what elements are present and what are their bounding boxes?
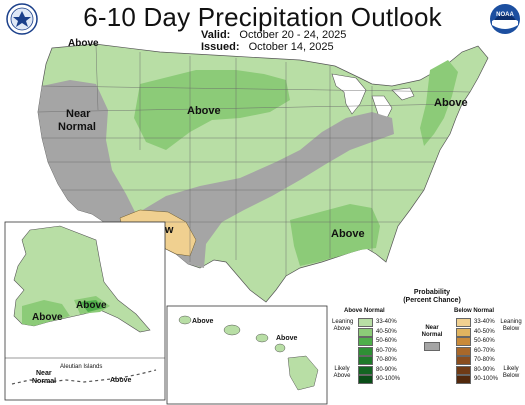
hawaii-inset: Above Above <box>166 305 328 405</box>
above-bin-row: 33-40% <box>358 318 418 327</box>
below-bin-label: 50-60% <box>474 338 495 344</box>
above-bin-row: 70-80% <box>358 356 418 365</box>
label-ak-above-right: Above <box>76 300 107 311</box>
legend-likely-below-2: Below <box>502 373 520 379</box>
below-bin-label: 70-80% <box>474 357 495 363</box>
noaa-logo-icon: NOAA <box>490 4 520 34</box>
above-mid-se <box>290 204 380 266</box>
below-bin-label: 33-40% <box>474 319 495 325</box>
above-bin-swatch <box>358 327 373 337</box>
above-bin-label: 33-40% <box>376 319 397 325</box>
legend-leaning-above-1: Leaning <box>332 319 354 325</box>
above-bin-label: 80-90% <box>376 366 397 373</box>
issued-line: Issued: October 14, 2025 <box>201 41 334 53</box>
label-aleutian-near-1: Near <box>36 370 52 377</box>
below-bin-label: 40-50% <box>474 328 495 335</box>
legend: Probability (Percent Chance) Above Norma… <box>330 289 525 405</box>
above-bin-row: 40-50% <box>358 327 418 337</box>
below-bin-row: 80-90% <box>456 365 516 375</box>
above-bin-label: 60-70% <box>376 347 397 354</box>
legend-leaning-below-2: Below <box>502 326 520 332</box>
above-bin-swatch <box>358 318 373 327</box>
below-bin-label: 60-70% <box>474 347 495 354</box>
svg-text:NOAA: NOAA <box>496 12 514 18</box>
below-bin-row: 40-50% <box>456 327 516 337</box>
legend-near-swatch <box>424 342 440 351</box>
legend-below-header: Below Normal <box>454 308 495 314</box>
great-lakes <box>331 73 415 121</box>
legend-title-line1: Probability <box>413 289 451 296</box>
above-bin-label: 70-80% <box>376 357 397 363</box>
above-bin-swatch <box>358 375 373 384</box>
label-above-se: Above <box>331 228 365 240</box>
valid-label: Valid: <box>201 29 231 41</box>
valid-line: Valid: October 20 - 24, 2025 <box>201 29 346 41</box>
legend-likely-above-1: Likely <box>334 366 350 372</box>
below-bin-row: 33-40% <box>456 318 516 327</box>
map-title: 6-10 Day Precipitation Outlook <box>83 2 442 32</box>
legend-leaning-above-2: Above <box>333 326 351 332</box>
below-bin-swatch <box>456 365 471 375</box>
above-mid-ne <box>420 60 458 146</box>
legend-likely-above-2: Above <box>333 373 351 379</box>
label-near-line2: Normal <box>58 121 96 133</box>
below-bin-swatch <box>456 327 471 337</box>
label-above-ne: Above <box>434 97 468 109</box>
legend-near-2: Normal <box>421 332 443 338</box>
below-bin-swatch <box>456 346 471 356</box>
legend-likely-below-1: Likely <box>503 366 519 372</box>
legend-leaning-below-1: Leaning <box>500 319 522 325</box>
above-bin-row: 60-70% <box>358 346 418 356</box>
above-mid-north <box>134 70 290 150</box>
below-bin-swatch <box>456 356 471 365</box>
label-aleutian-above: Above <box>110 377 132 384</box>
above-bin-row: 90-100% <box>358 375 418 384</box>
above-bin-label: 40-50% <box>376 328 397 335</box>
label-hi-above-right: Above <box>276 335 298 342</box>
issued-date: October 14, 2025 <box>248 41 334 53</box>
below-bin-row: 60-70% <box>456 346 516 356</box>
issued-label: Issued: <box>201 41 240 53</box>
label-ak-above-left: Above <box>32 312 63 323</box>
above-bin-row: 80-90% <box>358 365 418 375</box>
above-bin-swatch <box>358 356 373 365</box>
below-bin-row: 90-100% <box>456 375 516 384</box>
below-bin-label: 90-100% <box>474 376 499 382</box>
below-bin-label: 80-90% <box>474 366 495 373</box>
above-bin-swatch <box>358 365 373 375</box>
legend-above-header: Above Normal <box>344 308 385 314</box>
valid-dates: October 20 - 24, 2025 <box>239 29 347 41</box>
below-bin-row: 70-80% <box>456 356 516 365</box>
legend-near-1: Near <box>425 325 439 331</box>
legend-title-line2: (Percent Chance) <box>403 297 461 304</box>
below-bin-row: 50-60% <box>456 337 516 346</box>
commerce-seal-icon <box>6 3 38 35</box>
above-bin-label: 90-100% <box>376 376 401 382</box>
below-bin-swatch <box>456 318 471 327</box>
above-bin-swatch <box>358 346 373 356</box>
below-bin-swatch <box>456 375 471 384</box>
label-aleutian-near-2: Normal <box>32 378 56 385</box>
near-normal-west <box>38 80 136 236</box>
above-bin-row: 50-60% <box>358 337 418 346</box>
above-bin-swatch <box>358 337 373 346</box>
above-bin-label: 50-60% <box>376 338 397 344</box>
label-aleutian-title: Aleutian Islands <box>60 364 102 370</box>
label-hi-above-left: Above <box>192 318 214 325</box>
alaska-inset: Above Above Aleutian Islands Near Normal… <box>4 221 166 401</box>
state-borders <box>37 45 471 276</box>
label-above-north: Above <box>187 105 221 117</box>
below-bin-swatch <box>456 337 471 346</box>
label-above-nw: Above <box>68 38 99 49</box>
label-near-line1: Near <box>66 108 91 120</box>
